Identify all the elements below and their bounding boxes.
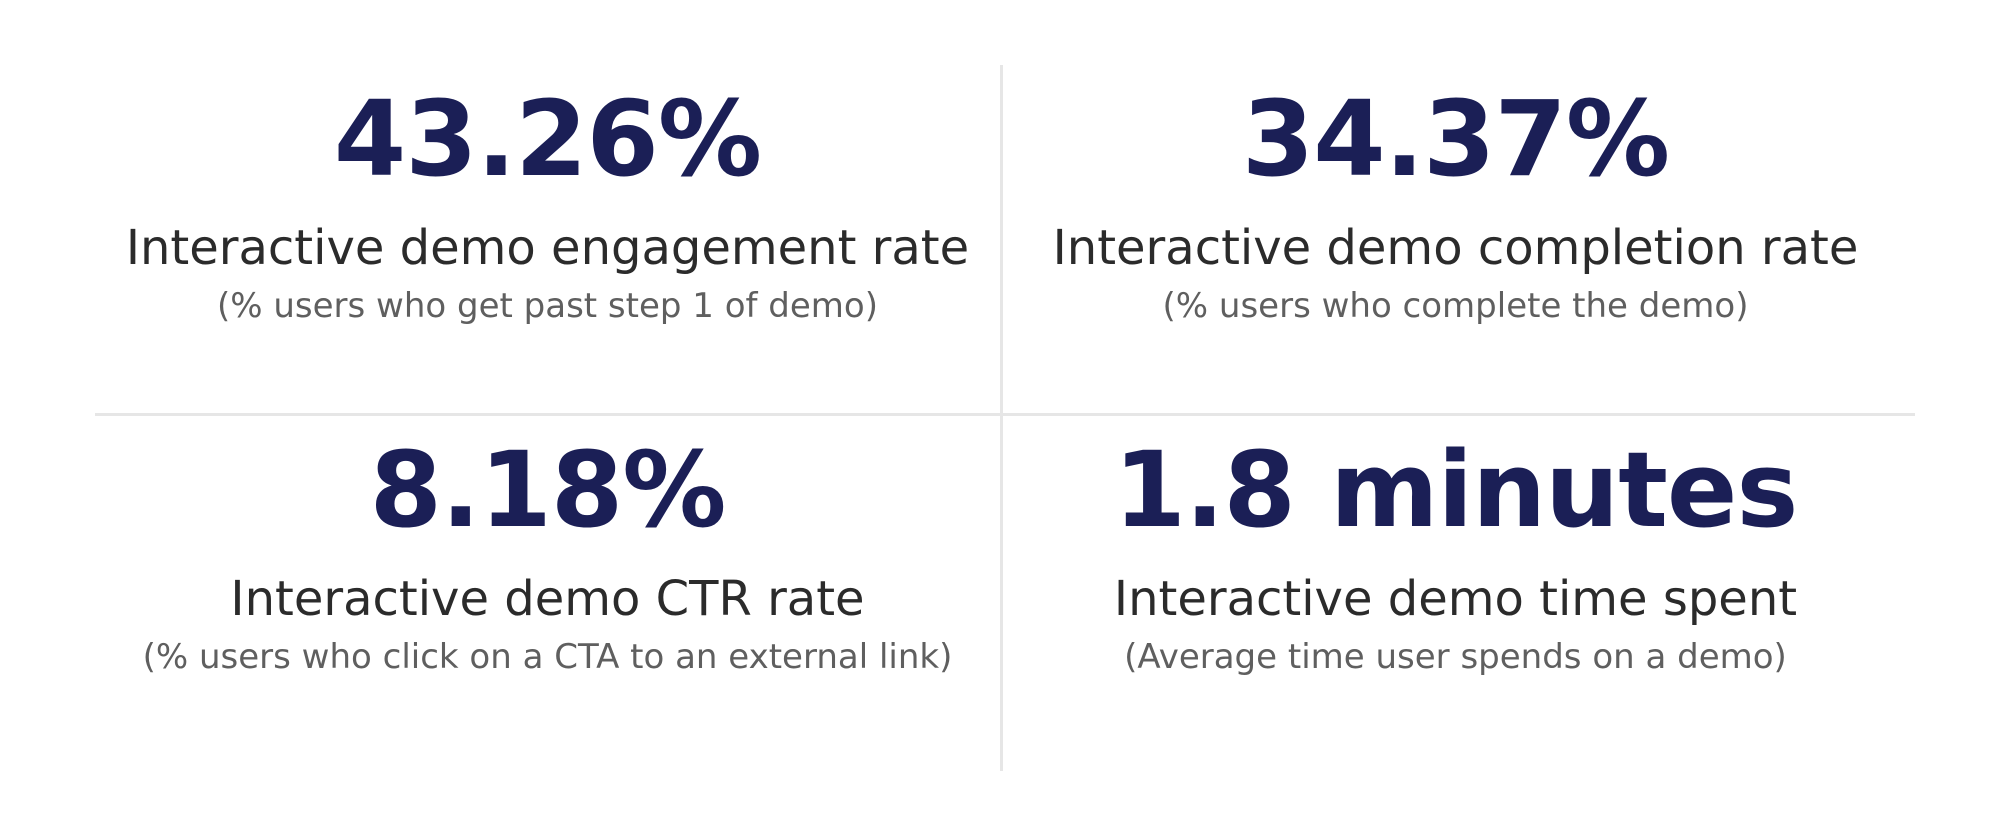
divider-horizontal bbox=[95, 413, 1915, 416]
stat-value: 1.8 minutes bbox=[1113, 429, 1799, 551]
stat-title: Interactive demo CTR rate bbox=[230, 571, 865, 627]
stat-value: 8.18% bbox=[369, 429, 727, 551]
stats-grid: 43.26% Interactive demo engagement rate … bbox=[95, 65, 1915, 771]
stat-subtitle: (% users who click on a CTA to an extern… bbox=[142, 637, 953, 678]
stat-value: 34.37% bbox=[1241, 78, 1670, 200]
stat-card-engagement-rate: 43.26% Interactive demo engagement rate … bbox=[95, 65, 1000, 413]
stat-value: 43.26% bbox=[333, 78, 762, 200]
stat-title: Interactive demo engagement rate bbox=[125, 220, 970, 276]
stat-card-ctr-rate: 8.18% Interactive demo CTR rate (% users… bbox=[95, 416, 1000, 764]
stat-subtitle: (% users who get past step 1 of demo) bbox=[217, 286, 878, 327]
stat-card-completion-rate: 34.37% Interactive demo completion rate … bbox=[1003, 65, 1908, 413]
divider-vertical bbox=[1000, 65, 1003, 771]
stat-title: Interactive demo completion rate bbox=[1052, 220, 1859, 276]
stat-subtitle: (% users who complete the demo) bbox=[1162, 286, 1749, 327]
stat-title: Interactive demo time spent bbox=[1113, 571, 1798, 627]
stat-card-time-spent: 1.8 minutes Interactive demo time spent … bbox=[1003, 416, 1908, 764]
stat-subtitle: (Average time user spends on a demo) bbox=[1124, 637, 1787, 678]
